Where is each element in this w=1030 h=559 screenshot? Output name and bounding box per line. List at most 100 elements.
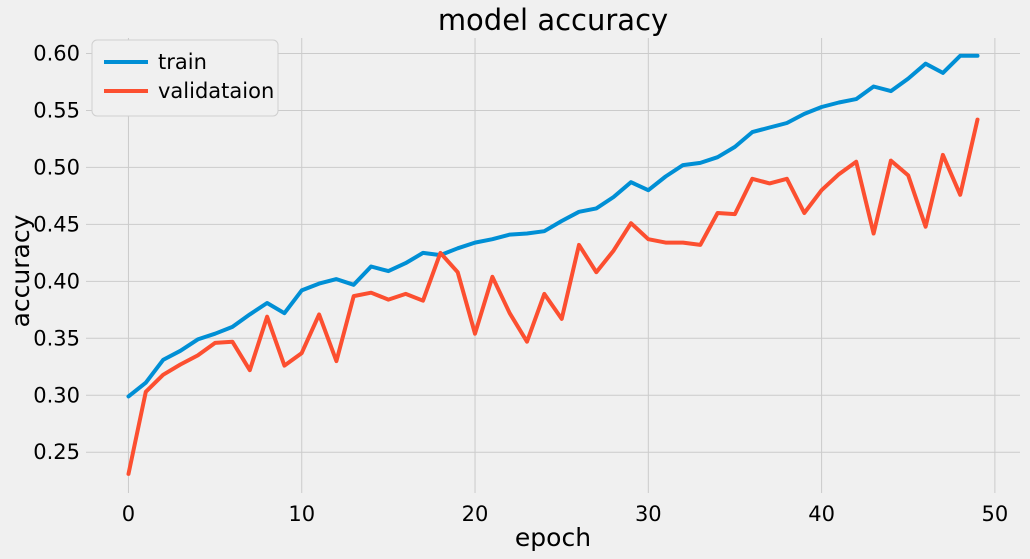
data-point-validataion: [976, 118, 980, 122]
data-point-train: [386, 269, 390, 273]
data-point-train: [802, 112, 806, 116]
data-point-validataion: [352, 294, 356, 298]
data-point-train: [161, 358, 165, 362]
data-point-train: [490, 237, 494, 241]
data-point-train: [248, 312, 252, 316]
data-point-validataion: [508, 311, 512, 315]
data-point-train: [698, 161, 702, 165]
data-point-validataion: [906, 173, 910, 177]
data-point-train: [837, 101, 841, 105]
x-tick-label: 40: [808, 502, 835, 526]
data-point-validataion: [802, 211, 806, 215]
data-point-validataion: [768, 181, 772, 185]
data-point-train: [369, 265, 373, 269]
series-layer: [126, 53, 980, 476]
data-point-train: [629, 180, 633, 184]
data-point-train: [282, 311, 286, 315]
data-point-train: [958, 54, 962, 58]
data-point-validataion: [646, 237, 650, 241]
data-point-train: [941, 71, 945, 75]
data-point-train: [820, 105, 824, 109]
data-point-validataion: [230, 340, 234, 344]
data-point-validataion: [438, 251, 442, 255]
grid-layer: [86, 38, 1020, 493]
data-point-validataion: [681, 241, 685, 245]
data-point-validataion: [733, 212, 737, 216]
data-point-train: [144, 381, 148, 385]
x-tick-label: 20: [462, 502, 489, 526]
data-point-train: [560, 219, 564, 223]
legend-frame: [91, 39, 279, 117]
data-point-validataion: [560, 317, 564, 321]
data-point-validataion: [282, 364, 286, 368]
data-point-validataion: [941, 153, 945, 157]
data-point-train: [196, 337, 200, 341]
y-tick-labels: 0.25 0.30 0.35 0.40 0.45 0.50 0.55 0.60: [33, 41, 80, 464]
legend-label-validataion: validataion: [158, 79, 274, 103]
y-tick-label: 0.40: [33, 269, 80, 293]
data-point-train: [785, 121, 789, 125]
y-tick-label: 0.30: [33, 383, 80, 407]
data-point-validataion: [213, 341, 217, 345]
x-tick-label: 30: [635, 502, 662, 526]
data-point-validataion: [837, 172, 841, 176]
data-point-train: [906, 77, 910, 81]
data-point-validataion: [872, 232, 876, 236]
data-point-train: [300, 288, 304, 292]
data-point-validataion: [317, 312, 321, 316]
data-point-train: [230, 325, 234, 329]
data-point-train: [768, 126, 772, 130]
y-tick-label: 0.55: [33, 98, 80, 122]
data-point-train: [334, 277, 338, 281]
y-tick-label: 0.60: [33, 41, 80, 65]
data-point-validataion: [386, 298, 390, 302]
data-point-validataion: [542, 292, 546, 296]
data-point-train: [872, 85, 876, 89]
legend: train validataion: [91, 39, 279, 117]
data-point-train: [525, 232, 529, 236]
data-point-validataion: [820, 188, 824, 192]
data-point-train: [317, 282, 321, 286]
data-point-train: [681, 163, 685, 167]
series-line-train: [126, 53, 980, 399]
data-point-validataion: [369, 291, 373, 295]
y-tick-label: 0.35: [33, 326, 80, 350]
data-point-validataion: [629, 221, 633, 225]
data-point-validataion: [127, 472, 131, 476]
data-point-train: [421, 251, 425, 255]
data-point-train: [577, 210, 581, 214]
data-point-validataion: [889, 159, 893, 163]
data-point-validataion: [612, 249, 616, 253]
y-tick-label: 0.50: [33, 155, 80, 179]
x-tick-labels: 0 10 20 30 40 50: [122, 502, 1008, 526]
data-point-train: [265, 301, 269, 305]
data-point-train: [456, 246, 460, 250]
data-point-validataion: [178, 363, 182, 367]
data-point-validataion: [924, 225, 928, 229]
y-tick-label: 0.45: [33, 212, 80, 236]
data-point-train: [473, 241, 477, 245]
data-point-validataion: [456, 270, 460, 274]
data-point-validataion: [577, 243, 581, 247]
data-point-validataion: [594, 270, 598, 274]
data-point-validataion: [716, 211, 720, 215]
y-tick-label: 0.25: [33, 440, 80, 464]
data-point-train: [508, 233, 512, 237]
data-point-validataion: [854, 160, 858, 164]
data-point-validataion: [161, 373, 165, 377]
data-point-train: [664, 175, 668, 179]
x-axis-title: epoch: [515, 523, 591, 552]
data-point-train: [594, 206, 598, 210]
data-point-train: [352, 283, 356, 287]
data-point-train: [127, 394, 131, 398]
data-point-validataion: [421, 299, 425, 303]
data-point-train: [976, 54, 980, 58]
series-line-validataion: [126, 117, 980, 476]
data-point-train: [733, 145, 737, 149]
data-point-validataion: [334, 359, 338, 363]
x-tick-label: 50: [982, 502, 1009, 526]
data-point-train: [646, 188, 650, 192]
data-point-train: [750, 130, 754, 134]
